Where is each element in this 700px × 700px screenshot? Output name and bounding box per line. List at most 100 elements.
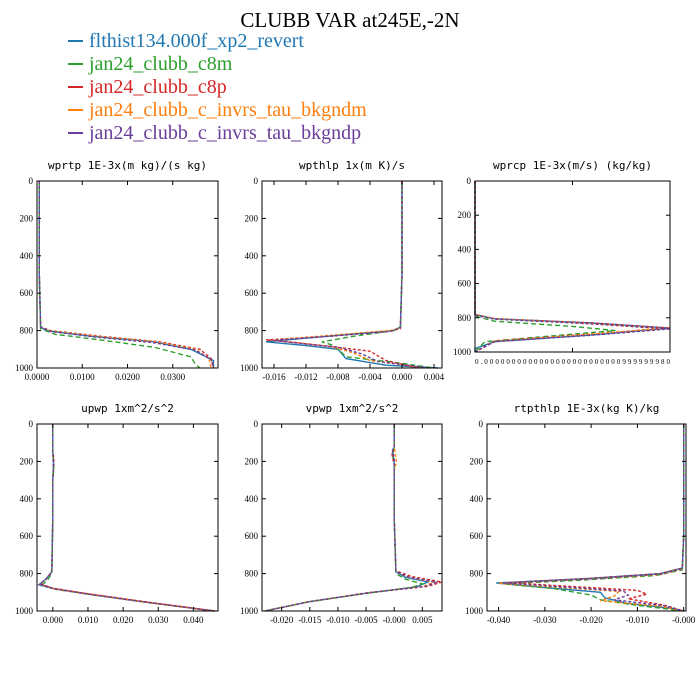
- y-tick-label: 200: [245, 213, 259, 223]
- y-tick-label: 400: [470, 494, 484, 504]
- plot-frame: [261, 180, 443, 369]
- y-tick-label: 800: [245, 326, 259, 336]
- y-tick-label: 0: [254, 419, 259, 429]
- series-line: [37, 424, 215, 612]
- x-tick-label: 0.030: [148, 615, 169, 625]
- chart-title: CLUBB VAR at245E,-2N: [240, 8, 460, 32]
- y-tick-label: 800: [20, 569, 34, 579]
- x-tick-label: 0.004: [424, 372, 445, 382]
- y-tick-label: 400: [458, 244, 472, 254]
- series-line: [264, 424, 437, 612]
- legend-label: jan24_clubb_c8p: [89, 76, 227, 98]
- x-tick-label: 0.005: [412, 615, 433, 625]
- series-line: [507, 424, 685, 612]
- y-tick-label: 400: [245, 251, 259, 261]
- y-tick-label: 800: [245, 569, 259, 579]
- series-line: [264, 424, 431, 612]
- y-tick-label: 200: [245, 456, 259, 466]
- legend-label: flthist134.000f_xp2_revert: [89, 30, 304, 52]
- y-tick-label: 600: [245, 531, 259, 541]
- series-line: [38, 181, 215, 369]
- legend-item: jan24_clubb_c8m: [68, 53, 367, 76]
- x-tick-label: 0.010: [78, 615, 99, 625]
- series-line: [264, 424, 425, 612]
- subplot-1: wprtp 1E-3x(m kg)/(s kg) 0 200 400 600 800 100…: [15, 159, 219, 382]
- y-tick-label: 600: [20, 531, 34, 541]
- x-tick-label: -0.000: [672, 615, 696, 625]
- series-line: [498, 424, 685, 612]
- x-tick-label: -0.010: [326, 615, 350, 625]
- y-tick-label: 200: [20, 213, 34, 223]
- legend-swatch: [68, 63, 83, 66]
- x-tick-label: 0.040: [183, 615, 204, 625]
- legend-swatch: [68, 132, 83, 135]
- series-line: [265, 181, 439, 369]
- x-tick-label: 0.0300: [160, 372, 185, 382]
- legend-item: jan24_clubb_c8p: [68, 76, 367, 99]
- y-tick-label: 0: [29, 419, 34, 429]
- x-tick-label: 0.000: [43, 615, 64, 625]
- y-tick-label: 0: [254, 176, 259, 186]
- legend-label: jan24_clubb_c8m: [89, 53, 233, 75]
- y-tick-label: 1000: [453, 347, 472, 357]
- series-line: [273, 181, 431, 369]
- y-tick-label: 600: [470, 531, 484, 541]
- plot-frame: [36, 423, 219, 612]
- subplot-title: rtpthlp 1E-3x(kg K)/kg: [514, 402, 660, 415]
- series-line: [273, 181, 427, 369]
- y-tick-label: 800: [20, 326, 34, 336]
- series-line: [474, 181, 616, 353]
- series-line: [264, 424, 443, 612]
- subplot-title: wprcp 1E-3x(m/s) (kg/kg): [493, 159, 652, 172]
- x-tick-label: 0.0000000000000000000000000999999980: [475, 358, 671, 366]
- x-tick-label: 0.0000: [25, 372, 50, 382]
- y-tick-label: 200: [470, 456, 484, 466]
- y-tick-label: 200: [458, 210, 472, 220]
- y-tick-label: 200: [20, 456, 34, 466]
- x-tick-label: -0.005: [354, 615, 378, 625]
- series-line: [38, 181, 215, 368]
- series-line: [38, 424, 215, 612]
- y-tick-label: 0: [29, 176, 34, 186]
- subplot-title: wprtp 1E-3x(m kg)/(s kg): [48, 159, 207, 172]
- subplot-4: upwp 1xm^2/s^2 0 200 400 600 800 1000 0.000 0.01…: [15, 402, 219, 625]
- x-tick-label: -0.000: [383, 615, 407, 625]
- subplot-title: upwp 1xm^2/s^2: [81, 402, 174, 415]
- plot-frame: [486, 423, 687, 612]
- x-tick-label: -0.004: [358, 372, 382, 382]
- y-tick-label: 0: [467, 176, 472, 186]
- subplot-2: wpthlp 1x(m K)/s02004006008001000-0.016-…: [240, 159, 445, 382]
- legend-swatch: [68, 109, 83, 112]
- subplot-6: rtpthlp 1E-3x(kg K)/kg02004006008001000-…: [465, 402, 696, 625]
- x-tick-label: -0.040: [487, 615, 511, 625]
- legend-item: flthist134.000f_xp2_revert: [68, 30, 367, 53]
- y-tick-label: 400: [20, 251, 34, 261]
- y-tick-label: 400: [245, 494, 259, 504]
- y-tick-label: 400: [20, 494, 34, 504]
- subplot-3: wprcp 1E-3x(m/s) (kg/kg) 0 200 400 600 800 100…: [453, 159, 671, 366]
- x-tick-label: 0.020: [113, 615, 134, 625]
- y-tick-label: 600: [245, 288, 259, 298]
- subplot-title: vpwp 1xm^2/s^2: [306, 402, 399, 415]
- y-tick-label: 1000: [15, 363, 34, 373]
- plot-frame: [261, 423, 443, 612]
- x-tick-label: -0.020: [270, 615, 294, 625]
- series-line: [37, 424, 215, 612]
- x-tick-label: -0.008: [326, 372, 350, 382]
- series-line: [40, 424, 215, 612]
- legend-label: jan24_clubb_c_invrs_tau_bkgndp: [89, 122, 362, 144]
- x-tick-label: 0.000: [392, 372, 413, 382]
- x-tick-label: -0.010: [626, 615, 650, 625]
- y-tick-label: 1000: [15, 606, 34, 616]
- legend-item: jan24_clubb_c_invrs_tau_bkgndm: [68, 99, 367, 122]
- y-tick-label: 600: [20, 288, 34, 298]
- series-line: [503, 424, 685, 612]
- legend-swatch: [68, 86, 83, 89]
- y-tick-label: 0: [479, 419, 484, 429]
- x-tick-label: 0.0200: [115, 372, 140, 382]
- subplot-title: wpthlp 1x(m K)/s: [299, 159, 405, 172]
- series-line: [39, 424, 215, 612]
- x-tick-label: -0.016: [262, 372, 286, 382]
- legend-swatch: [68, 40, 83, 43]
